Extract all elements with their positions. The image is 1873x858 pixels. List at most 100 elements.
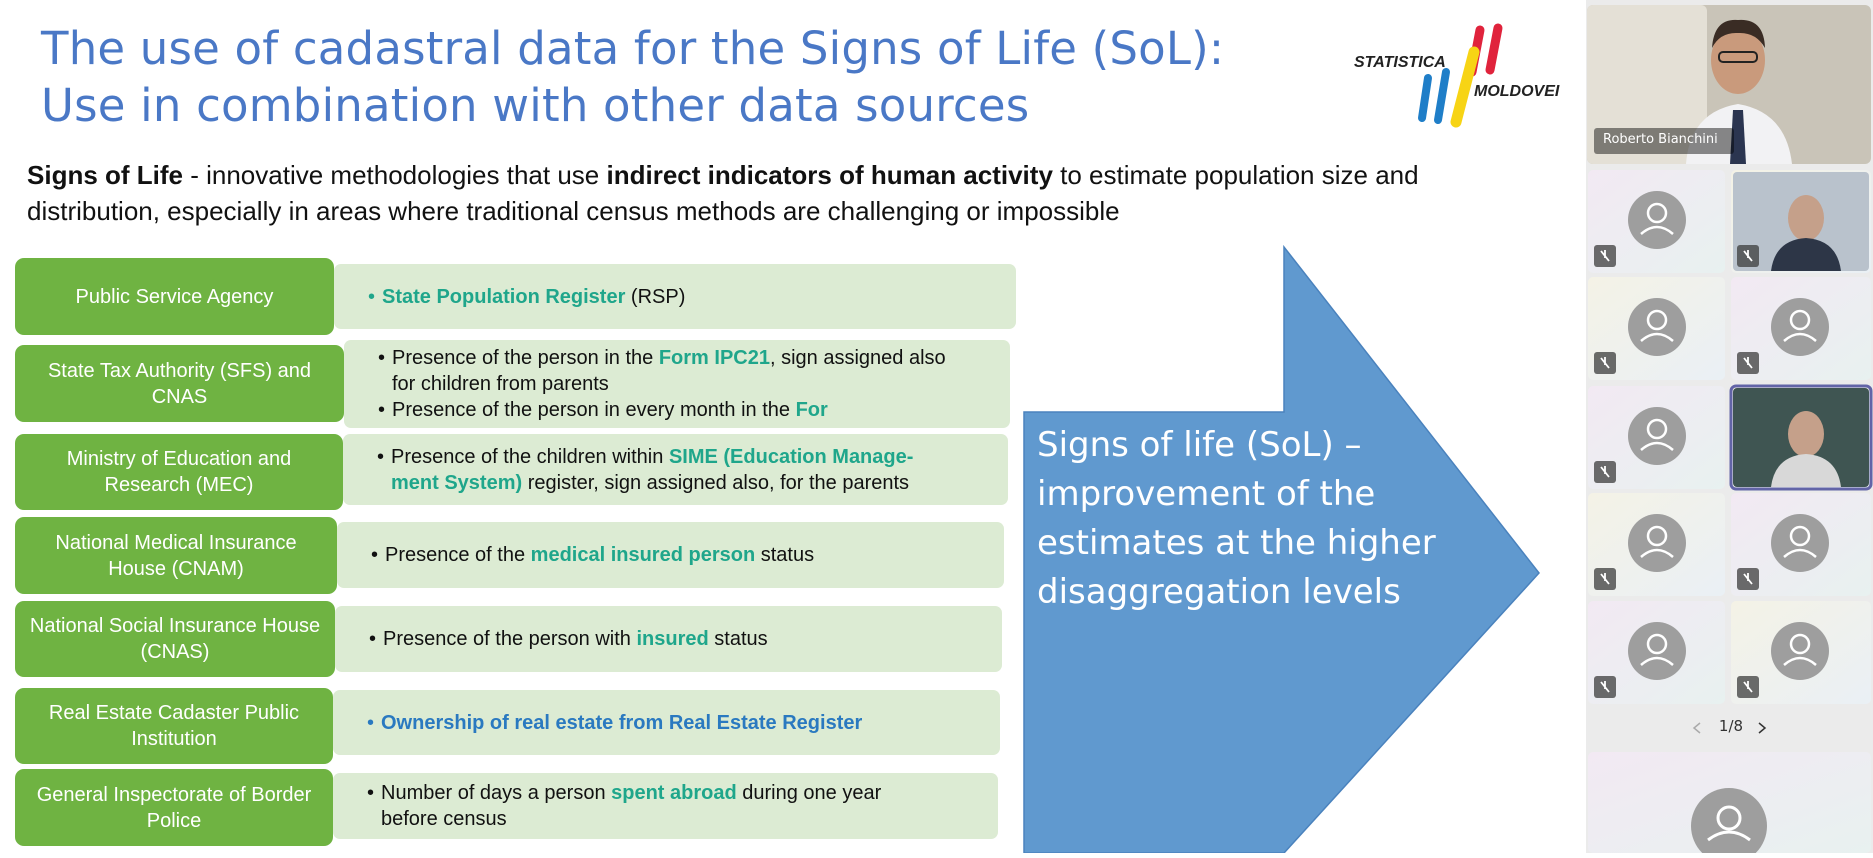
title-line: The use of cadastral data for the Signs … — [41, 22, 1225, 75]
agency-box: State Tax Authority (SFS) and CNAS — [15, 345, 344, 422]
avatar-head — [1646, 633, 1668, 655]
avatar — [1628, 298, 1686, 356]
bullet: Presence of the children within SIME (Ed… — [377, 444, 948, 496]
avatar — [1628, 407, 1686, 465]
avatar-body — [1640, 332, 1674, 342]
bullet: Presence of the person in every month in… — [378, 397, 950, 423]
text-segment: For — [795, 399, 828, 421]
bullet: State Population Register (RSP) — [368, 284, 956, 310]
avatar — [1691, 788, 1767, 858]
avatar-head — [1789, 309, 1811, 331]
bullet: Presence of the medical insured person s… — [371, 542, 944, 568]
video-background — [1587, 5, 1707, 164]
logo-text: STATISTICA — [1354, 54, 1446, 71]
bullet: Ownership of real estate from Real Estat… — [367, 710, 940, 736]
page-next[interactable] — [1758, 722, 1767, 734]
agency-box: Ministry of Education and Research (MEC) — [15, 434, 343, 510]
avatar-body — [1783, 548, 1817, 558]
logo: STATISTICA MOLDOVEI — [1354, 23, 1560, 128]
avatar-head — [1646, 418, 1668, 440]
avatar-body — [1707, 830, 1751, 842]
person-hair — [1712, 19, 1765, 48]
agency-box: Public Service Agency — [15, 258, 334, 335]
person-body — [1771, 238, 1841, 271]
avatar-body — [1783, 332, 1817, 342]
text-segment: (RSP) — [625, 285, 686, 308]
avatar — [1771, 622, 1829, 680]
mute-glyph — [1600, 250, 1610, 262]
text-segment: indirect indicators of human activity — [606, 160, 1053, 190]
text-segment: spent abroad — [611, 782, 737, 804]
agency-box: General Inspectorate of Border Police — [15, 769, 333, 846]
person-head — [1788, 195, 1824, 241]
mute-glyph — [1743, 681, 1753, 693]
page-prev — [1692, 722, 1701, 734]
avatar — [1628, 622, 1686, 680]
intro: Signs of Life - innovative methodologies… — [27, 157, 1527, 229]
text-segment: to estimate population size and distribu… — [27, 160, 1419, 226]
name-plate — [1594, 128, 1734, 154]
bullet: Presence of the person with insured stat… — [369, 626, 942, 652]
title-line: Use in combination with other data sourc… — [41, 79, 1030, 132]
avatar — [1628, 514, 1686, 572]
person-head — [1788, 411, 1824, 457]
source-detail: Ownership of real estate from Real Estat… — [333, 690, 1000, 755]
bullet: Number of days a person spent abroad dur… — [367, 780, 938, 832]
agency-box: Real Estate Cadaster Public Institution — [15, 688, 333, 764]
mute-glyph — [1600, 681, 1610, 693]
text-segment: State Population Register — [382, 285, 626, 308]
text-segment: during one year before census — [381, 782, 882, 830]
avatar — [1771, 514, 1829, 572]
source-detail: Presence of the person in the Form IPC21… — [344, 340, 1010, 428]
avatar-head — [1789, 633, 1811, 655]
avatar-head — [1646, 309, 1668, 331]
mute-glyph — [1600, 466, 1610, 478]
text-segment: Presence of the children within — [391, 445, 669, 468]
avatar-head — [1646, 202, 1668, 224]
text-segment: Presence of the — [385, 544, 531, 566]
avatar — [1771, 298, 1829, 356]
mute-glyph — [1600, 357, 1610, 369]
avatar-body — [1640, 225, 1674, 235]
text-segment: status — [708, 628, 768, 650]
agency-box: National Social Insurance House (CNAS) — [15, 601, 335, 677]
slide: The use of cadastral data for the Signs … — [0, 0, 1585, 853]
avatar-body — [1640, 656, 1674, 666]
text-segment: - innovative methodologies that use — [183, 160, 607, 190]
source-detail: Number of days a person spent abroad dur… — [333, 773, 998, 839]
text-segment: Number of days a person — [381, 782, 612, 804]
person-body — [1771, 454, 1841, 487]
avatar-body — [1640, 548, 1674, 558]
tie — [1730, 110, 1746, 164]
bullet: Presence of the person in the Form IPC21… — [378, 345, 950, 397]
source-detail: Presence of the person with insured stat… — [335, 606, 1002, 672]
text-segment: register, sign assigned also, for the pa… — [522, 471, 910, 494]
source-detail: Presence of the medical insured person s… — [337, 522, 1004, 588]
participants-panel — [1586, 0, 1873, 858]
avatar — [1628, 191, 1686, 249]
avatar-head — [1646, 525, 1668, 547]
text-segment: , sign assigned also for children from p… — [392, 347, 946, 395]
text-segment: SIME (Education Manage-ment System) — [391, 445, 914, 494]
page-indicator: 1/8 — [1718, 717, 1744, 735]
participant-name: Roberto Bianchini — [1603, 132, 1718, 147]
source-detail: Presence of the children within SIME (Ed… — [343, 434, 1008, 505]
text-segment: Signs of Life — [27, 160, 183, 190]
text-segment: Presence of the person with — [383, 628, 637, 650]
text-segment: insured — [636, 628, 709, 650]
mute-glyph — [1600, 573, 1610, 585]
text-segment: medical insured person — [530, 544, 756, 566]
avatar-body — [1783, 656, 1817, 666]
text-segment: Form IPC21 — [658, 347, 770, 369]
glasses — [1718, 51, 1758, 63]
logo-text: MOLDOVEI — [1474, 83, 1560, 100]
text-segment: Presence of the person in the — [392, 347, 659, 369]
text-segment: status — [755, 544, 815, 566]
text-segment: Presence of the person in every month in… — [392, 399, 796, 421]
participant-tiles — [1587, 5, 1873, 858]
person-head — [1711, 26, 1765, 94]
text-segment: Ownership of real estate from Real Estat… — [381, 711, 863, 734]
avatar-head — [1716, 805, 1742, 831]
arrow-text: Signs of life (SoL) – improvement of the… — [1037, 425, 1436, 612]
